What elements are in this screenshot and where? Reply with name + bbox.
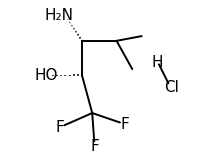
Text: Cl: Cl [164,80,179,95]
Text: F: F [56,120,64,135]
Text: F: F [90,138,99,154]
Text: F: F [120,116,129,132]
Text: H₂N: H₂N [44,8,73,23]
Text: H: H [152,55,163,70]
Text: HO: HO [35,68,58,83]
